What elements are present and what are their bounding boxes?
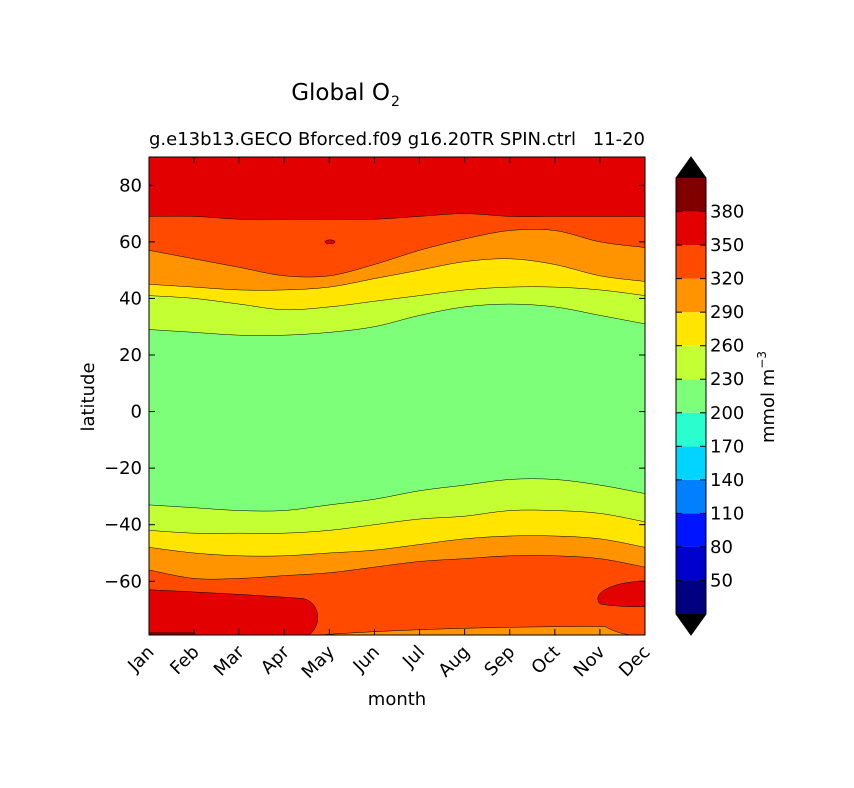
y-axis: 80 60 40 20 0 −20 −40 −60 <box>104 175 645 592</box>
chart-subtitle-right: 11-20 <box>593 129 645 150</box>
colorbar-tick-label: 140 <box>710 470 744 491</box>
y-axis-label: latitude <box>78 362 99 431</box>
band-200-230 <box>149 303 645 512</box>
colorbar-tick-label: 80 <box>710 537 733 558</box>
colorbar-outline <box>675 156 707 636</box>
colorbar-segment <box>676 546 706 581</box>
y-tick-label: 0 <box>131 402 142 423</box>
band-350-380-south-1 <box>597 581 645 607</box>
plot-frame <box>148 156 646 636</box>
colorbar-tick-label: 230 <box>710 369 744 390</box>
colorbar-tick-label: 200 <box>710 403 744 424</box>
x-tick-label: Apr <box>257 641 294 678</box>
y-tick-label: −40 <box>104 515 142 536</box>
band-350-380-south-0 <box>149 589 318 635</box>
colorbar-tick-label: 50 <box>710 570 733 591</box>
colorbar-tick-label: 170 <box>710 436 744 457</box>
colorbar-segment <box>676 446 706 480</box>
x-tick-label: May <box>298 641 339 682</box>
colorbar-tick-label: 320 <box>710 269 744 290</box>
y-tick-label: 60 <box>119 232 142 253</box>
colorbar-segment <box>676 345 706 380</box>
colorbar-tick-label: 290 <box>710 302 744 323</box>
band-350-380-island <box>324 239 336 245</box>
y-tick-label: 40 <box>119 288 142 309</box>
colorbar-segment <box>676 580 706 614</box>
x-tick-label: Sep <box>480 642 519 681</box>
band-380-410-south-pole <box>149 632 194 635</box>
colorbar-segment <box>676 312 706 346</box>
x-tick-label: Jan <box>123 642 158 677</box>
band-290-320-south-pole <box>318 626 636 635</box>
colorbar-segment <box>676 379 706 413</box>
y-tick-label: 20 <box>119 345 142 366</box>
colorbar-segment <box>676 479 706 514</box>
colorbar-segment <box>676 211 706 246</box>
x-tick-label: Jun <box>349 642 384 677</box>
colorbar-over-arrow <box>676 157 706 178</box>
chart-title: Global O <box>291 80 390 106</box>
colorbar-tick-label: 110 <box>710 503 744 524</box>
y-tick-label: −20 <box>104 458 142 479</box>
x-tick-label: Oct <box>527 642 564 679</box>
chart-title-subscript: 2 <box>391 94 400 110</box>
colorbar-segment <box>676 245 706 279</box>
x-tick-label: Nov <box>570 641 610 681</box>
y-tick-label: −60 <box>104 571 142 592</box>
colorbar-segment <box>676 513 706 547</box>
y-tick-label: 80 <box>119 175 142 196</box>
colorbar-label: mmol m−3 <box>755 351 779 443</box>
colorbar-segment <box>676 412 706 447</box>
x-tick-label: Aug <box>434 642 474 682</box>
x-tick-label: Jul <box>398 642 429 673</box>
colorbar-tick-label: 260 <box>710 336 744 357</box>
contour-plot-area <box>149 157 645 635</box>
x-tick-label: Dec <box>615 642 654 681</box>
chart-subtitle-left: g.e13b13.GECO Bforced.f09 g16.20TR SPIN.… <box>149 129 576 150</box>
colorbar-under-arrow <box>676 614 706 635</box>
colorbar-tick-label: 350 <box>710 235 744 256</box>
colorbar-segment <box>676 178 706 212</box>
x-tick-label: Mar <box>210 641 249 680</box>
x-tick-label: Feb <box>166 642 203 679</box>
x-axis-label: month <box>368 689 426 710</box>
colorbar-tick-label: 380 <box>710 202 744 223</box>
colorbar-segment <box>676 278 706 313</box>
colorbar: 50 80 110 140 170 200 230 260 290 320 350 380 <box>675 156 744 636</box>
